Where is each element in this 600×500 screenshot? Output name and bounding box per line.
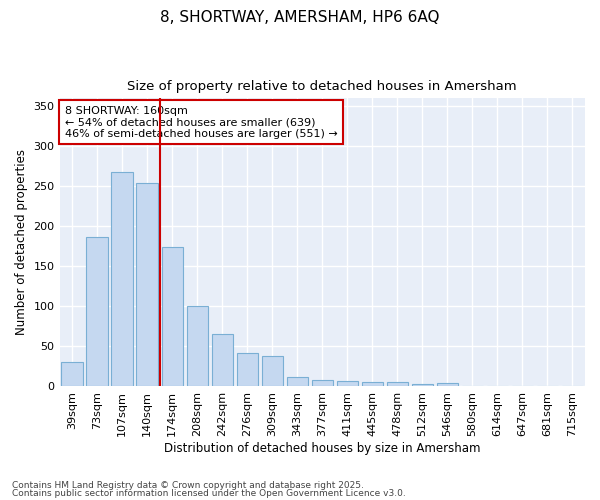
X-axis label: Distribution of detached houses by size in Amersham: Distribution of detached houses by size …: [164, 442, 481, 455]
Bar: [311, 380, 333, 386]
Bar: [362, 382, 383, 386]
Bar: [387, 382, 408, 386]
Bar: [412, 384, 433, 386]
Title: Size of property relative to detached houses in Amersham: Size of property relative to detached ho…: [127, 80, 517, 93]
Bar: [262, 356, 283, 386]
Bar: [437, 384, 458, 386]
Bar: [161, 247, 183, 386]
Bar: [136, 183, 158, 386]
Bar: [337, 381, 358, 386]
Bar: [86, 237, 108, 386]
Bar: [212, 334, 233, 386]
Text: 8, SHORTWAY, AMERSHAM, HP6 6AQ: 8, SHORTWAY, AMERSHAM, HP6 6AQ: [160, 10, 440, 25]
Text: Contains HM Land Registry data © Crown copyright and database right 2025.: Contains HM Land Registry data © Crown c…: [12, 481, 364, 490]
Bar: [187, 306, 208, 386]
Y-axis label: Number of detached properties: Number of detached properties: [15, 150, 28, 336]
Bar: [236, 353, 258, 386]
Text: 8 SHORTWAY: 160sqm
← 54% of detached houses are smaller (639)
46% of semi-detach: 8 SHORTWAY: 160sqm ← 54% of detached hou…: [65, 106, 338, 138]
Text: Contains public sector information licensed under the Open Government Licence v3: Contains public sector information licen…: [12, 488, 406, 498]
Bar: [112, 172, 133, 386]
Bar: [287, 377, 308, 386]
Bar: [61, 362, 83, 386]
